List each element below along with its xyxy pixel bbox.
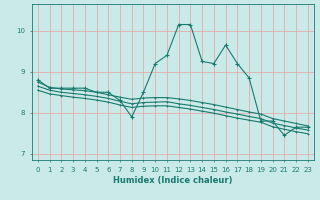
X-axis label: Humidex (Indice chaleur): Humidex (Indice chaleur) (113, 176, 233, 185)
